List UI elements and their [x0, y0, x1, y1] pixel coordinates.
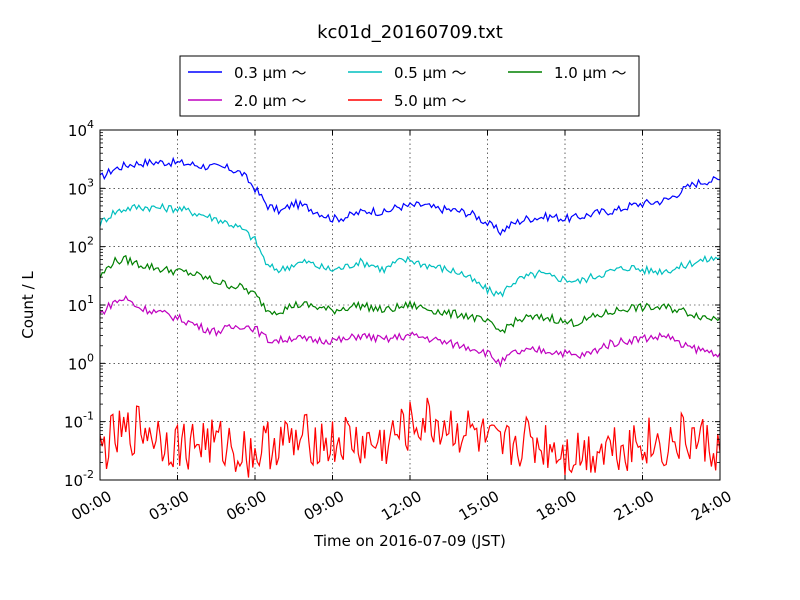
y-tick-label: 10-2 [64, 468, 94, 490]
chart-title: kc01d_20160709.txt [317, 22, 503, 43]
y-tick-label: 102 [68, 235, 94, 257]
legend-label-0: 0.3 μm ～ [234, 64, 307, 82]
series-line-0 [100, 156, 720, 237]
x-tick-label: 06:00 [223, 487, 269, 524]
y-tick-label: 10-1 [64, 410, 94, 432]
x-tick-label: 00:00 [68, 487, 114, 524]
series-line-2 [100, 254, 720, 334]
legend-label-2: 1.0 μm ～ [554, 64, 627, 82]
y-tick-label: 101 [68, 293, 94, 315]
legend-label-3: 2.0 μm ～ [234, 92, 307, 110]
x-axis-label: Time on 2016-07-09 (JST) [313, 532, 506, 550]
y-tick-label: 104 [68, 118, 94, 140]
x-tick-label: 09:00 [301, 487, 347, 524]
legend: 0.3 μm ～ 0.5 μm ～ 1.0 μm ～ 2.0 μm ～ 5.0 μm ～ [179, 55, 640, 117]
x-tick-label: 15:00 [456, 487, 502, 524]
y-tick-label: 100 [68, 351, 94, 373]
y-ticks: 10-2 10-1 100 101 102 103 104 [64, 118, 720, 490]
series-layer [100, 156, 720, 478]
x-tick-label: 03:00 [146, 487, 192, 524]
x-tick-label: 12:00 [378, 487, 424, 524]
legend-box [179, 55, 640, 117]
y-tick-label: 103 [68, 176, 94, 198]
legend-label-4: 5.0 μm ～ [394, 92, 467, 110]
x-ticks: 00:00 03:00 06:00 09:00 12:00 15:00 18:00 21:00… [68, 130, 735, 524]
x-tick-label: 21:00 [611, 487, 657, 524]
x-tick-label: 18:00 [533, 487, 579, 524]
x-tick-label: 24:00 [688, 487, 734, 524]
series-line-4 [100, 397, 720, 478]
series-line-1 [100, 202, 720, 298]
y-axis-label: Count / L [19, 271, 37, 339]
legend-label-1: 0.5 μm ～ [394, 64, 467, 82]
series-line-3 [100, 294, 720, 368]
